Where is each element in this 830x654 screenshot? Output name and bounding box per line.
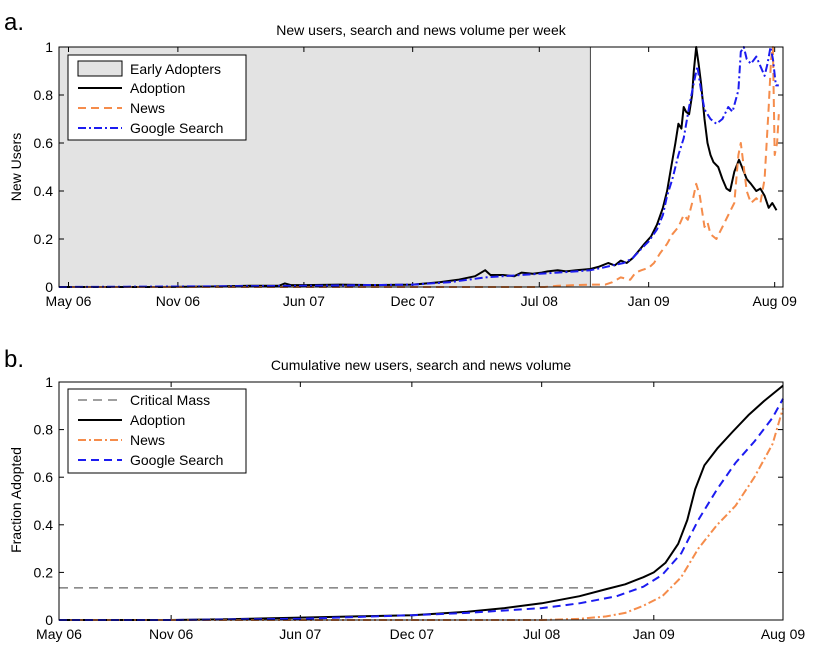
panel-b-xtick-label: Jan 09 [633,626,675,642]
panel-b-ylabel: Fraction Adopted [8,447,24,553]
panel-b-ytick-label: 0.8 [34,422,54,438]
panel-a-ytick-label: 1 [45,39,53,55]
panel-b-title: Cumulative new users, search and news vo… [271,357,572,373]
panel-a-xtick-label: Dec 07 [390,293,435,309]
panel-a-ytick-label: 0.2 [34,231,54,247]
panel-a-y-axis: 0 0.2 0.4 0.6 0.8 1 [34,39,783,295]
panel-b-x-axis: May 06 Nov 06 Jun 07 Dec 07 Jul 08 Jan 09 Aug … [36,382,805,642]
panel-a-ytick-label: 0.8 [34,87,54,103]
panel-b-xtick-label: Aug 09 [761,626,806,642]
panel-a-series-news [59,46,780,288]
panel-b-y-axis: 0 0.2 0.4 0.6 0.8 1 [34,374,783,628]
panel-a-legend: Early Adopters Adoption News Google Sear… [67,54,247,141]
panel-a-xtick-label: Jul 08 [521,293,559,309]
panel-b-axes-box [58,381,784,621]
legend-label-early-adopters: Early Adopters [130,61,221,77]
panel-b-ytick-label: 0 [45,612,53,628]
panel-b-legend: Critical Mass Adoption News Google Searc… [67,388,247,474]
legend-label-adoption: Adoption [130,412,185,428]
panel-b-xtick-label: Nov 06 [149,626,194,642]
panel-b-xtick-label: May 06 [36,626,82,642]
legend-label-adoption: Adoption [130,80,185,96]
panel-a-ylabel: New Users [8,133,24,201]
panel-b-xtick-label: Dec 07 [390,626,435,642]
panel-a-ytick-label: 0.4 [34,183,54,199]
panel-b-ytick-label: 0.2 [34,564,54,580]
panel-b-xtick-label: Jul 08 [523,626,561,642]
legend-label-google-search: Google Search [130,120,223,136]
panel-a-xtick-label: Jan 09 [628,293,670,309]
legend-swatch-early-adopters [77,60,123,77]
panel-a-series [58,46,780,288]
legend-label-news: News [130,100,165,116]
legend-label-news: News [130,432,165,448]
panel-a-xtick-label: Jun 07 [283,293,325,309]
panel-a-letter: a. [4,9,24,36]
panel-a-ytick-label: 0.6 [34,135,54,151]
panel-b-series-google-search [59,398,784,621]
panel-b-ytick-label: 0.4 [34,517,54,533]
legend-label-critical-mass: Critical Mass [130,392,210,408]
panel-b-series [59,384,784,621]
legend-label-google-search: Google Search [130,452,223,468]
panel-b: b. Cumulative new users, search and news… [4,346,805,642]
panel-b-ytick-label: 0.6 [34,469,54,485]
panel-b-ytick-label: 1 [45,374,53,390]
panel-a-xtick-label: Nov 06 [156,293,201,309]
panel-a-ytick-label: 0 [45,279,53,295]
panel-a-axes-box [58,46,784,288]
panel-a-series-google-search [58,46,779,288]
panel-a: a. New users, search and news volume per… [4,9,797,309]
panel-b-series-news [59,407,784,621]
panel-b-letter: b. [4,346,24,373]
panel-a-xtick-label: May 06 [46,293,92,309]
panel-a-xtick-label: Aug 09 [752,293,797,309]
panel-b-xtick-label: Jun 07 [279,626,321,642]
panel-a-x-axis: May 06 Nov 06 Jun 07 Dec 07 Jul 08 Jan 09 Aug … [46,47,797,309]
panel-a-title: New users, search and news volume per we… [276,22,566,38]
